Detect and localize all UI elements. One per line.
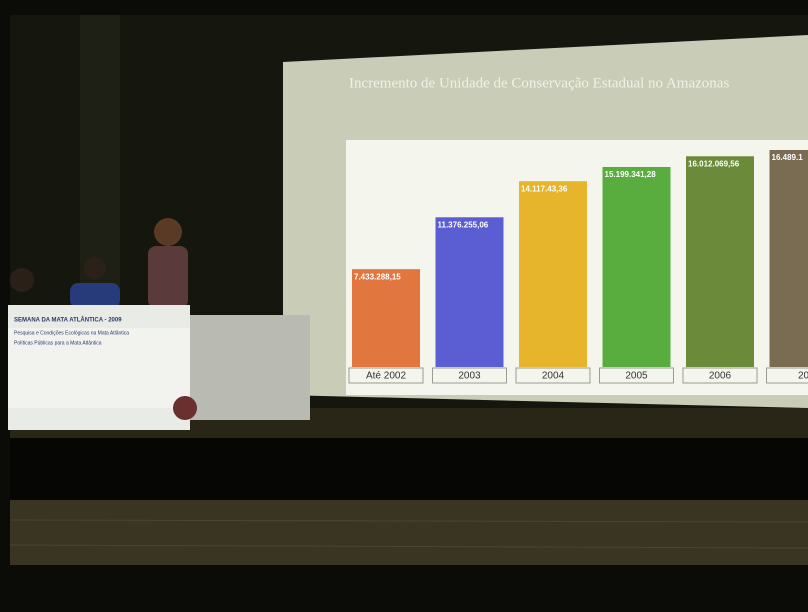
value-label: 14.117.43,36: [521, 184, 568, 193]
person: [10, 268, 34, 292]
value-label: 16.489.1: [772, 153, 804, 162]
category-label: 2006: [709, 371, 732, 382]
stage-carpet: [10, 438, 808, 500]
category-label: 2004: [542, 371, 565, 382]
bar: [519, 181, 587, 367]
value-label: 16.012.069,56: [688, 159, 740, 168]
category-label: 20: [798, 371, 808, 382]
table-cloth: [190, 315, 310, 420]
stage-floor: [10, 500, 808, 565]
value-label: 7.433.288,15: [354, 272, 401, 281]
banner-text: SEMANA DA MATA ATLÂNTICA - 2009: [14, 317, 122, 324]
banner-text: Pesquisa e Condições Ecológicas na Mata …: [14, 330, 129, 336]
category-label: Até 2002: [366, 371, 406, 382]
speaker-head: [154, 218, 182, 246]
bar: [770, 150, 808, 367]
slide-title: Incremento de Unidade de Conservação Est…: [349, 75, 729, 91]
bar: [436, 217, 504, 367]
value-label: 15.199.341,28: [605, 170, 657, 179]
person-shirt: [70, 283, 120, 308]
scene: Incremento de Unidade de Conservação Est…: [0, 0, 808, 612]
flowers: [173, 396, 197, 420]
speaker-body: [148, 246, 188, 308]
category-label: 2005: [625, 371, 648, 382]
bar: [603, 167, 671, 367]
category-label: 2003: [458, 371, 481, 382]
banner-text: Políticas Públicas para a Mata Atlântica: [14, 340, 102, 346]
bar: [686, 156, 754, 367]
value-label: 11.376.255,06: [438, 220, 489, 229]
person: [84, 257, 106, 279]
bar: [352, 269, 420, 367]
